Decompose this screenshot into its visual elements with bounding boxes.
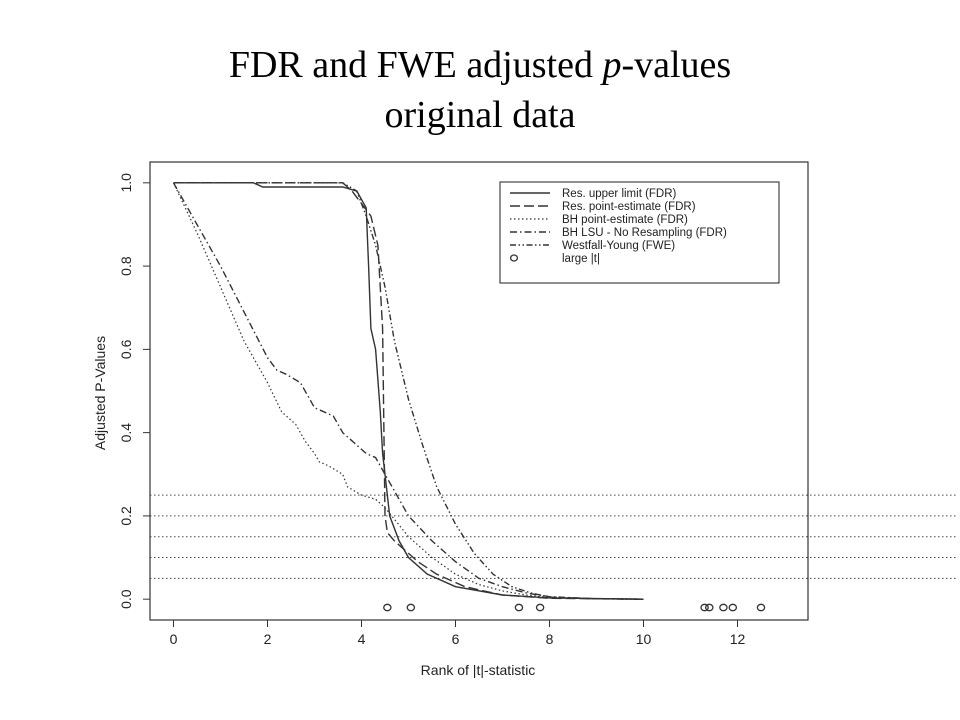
y-tick-label: 0.6 bbox=[118, 339, 134, 359]
y-tick-label: 1.0 bbox=[118, 173, 134, 193]
large-t-point bbox=[406, 603, 416, 612]
title-p-italic: p bbox=[602, 44, 622, 86]
y-tick-label: 0.4 bbox=[118, 423, 134, 443]
title-part-1: FDR and FWE adjusted bbox=[228, 44, 603, 86]
legend-label: BH LSU - No Resampling (FDR) bbox=[562, 227, 727, 239]
large-t-point bbox=[383, 603, 392, 612]
legend-label: large |t| bbox=[562, 253, 600, 265]
y-tick-label: 0.2 bbox=[118, 506, 134, 526]
legend-label: Westfall-Young (FWE) bbox=[562, 240, 675, 252]
legend-box bbox=[499, 181, 780, 284]
large-t-point bbox=[705, 603, 714, 612]
legend-label: Res. upper limit (FDR) bbox=[562, 188, 677, 200]
legend-label: Res. point-estimate (FDR) bbox=[562, 201, 696, 213]
legend-label: BH point-estimate (FDR) bbox=[562, 214, 688, 226]
plot-frame bbox=[149, 161, 809, 621]
slide-title: FDR and FWE adjusted p-values original d… bbox=[0, 40, 960, 140]
x-tick-label: 8 bbox=[546, 631, 554, 647]
legend-swatch bbox=[509, 254, 519, 262]
x-tick-label: 10 bbox=[636, 631, 652, 647]
slide-title-line-1: FDR and FWE adjusted p-values bbox=[0, 40, 960, 90]
series-line bbox=[173, 182, 644, 600]
series-line bbox=[173, 182, 644, 600]
series-line bbox=[172, 182, 644, 600]
large-t-point bbox=[514, 603, 524, 612]
x-tick-label: 4 bbox=[358, 631, 366, 647]
plot-layer: 0 2 4 6 8 10 12 0.0 0.2 0.4 0.6 0.8 1.0 Res. upper li… bbox=[118, 161, 958, 647]
y-tick-label: 0.8 bbox=[118, 256, 134, 276]
large-t-point bbox=[756, 603, 766, 612]
title-part-2: -values bbox=[621, 44, 732, 86]
x-tick-label: 0 bbox=[170, 631, 178, 647]
series-line bbox=[173, 182, 644, 600]
large-t-point bbox=[535, 603, 545, 612]
large-t-point bbox=[728, 603, 738, 612]
slide-title-line-2: original data bbox=[384, 94, 576, 136]
x-axis-label: Rank of |t|-statistic bbox=[421, 662, 536, 678]
x-tick-label: 2 bbox=[264, 631, 272, 647]
series-line bbox=[172, 182, 644, 600]
x-tick-label: 6 bbox=[452, 631, 460, 647]
large-t-point bbox=[719, 603, 728, 612]
y-axis-label: Adjusted P-Values bbox=[92, 336, 108, 450]
x-tick-label: 12 bbox=[730, 631, 746, 647]
y-tick-label: 0.0 bbox=[118, 589, 134, 609]
large-t-point bbox=[700, 603, 709, 612]
